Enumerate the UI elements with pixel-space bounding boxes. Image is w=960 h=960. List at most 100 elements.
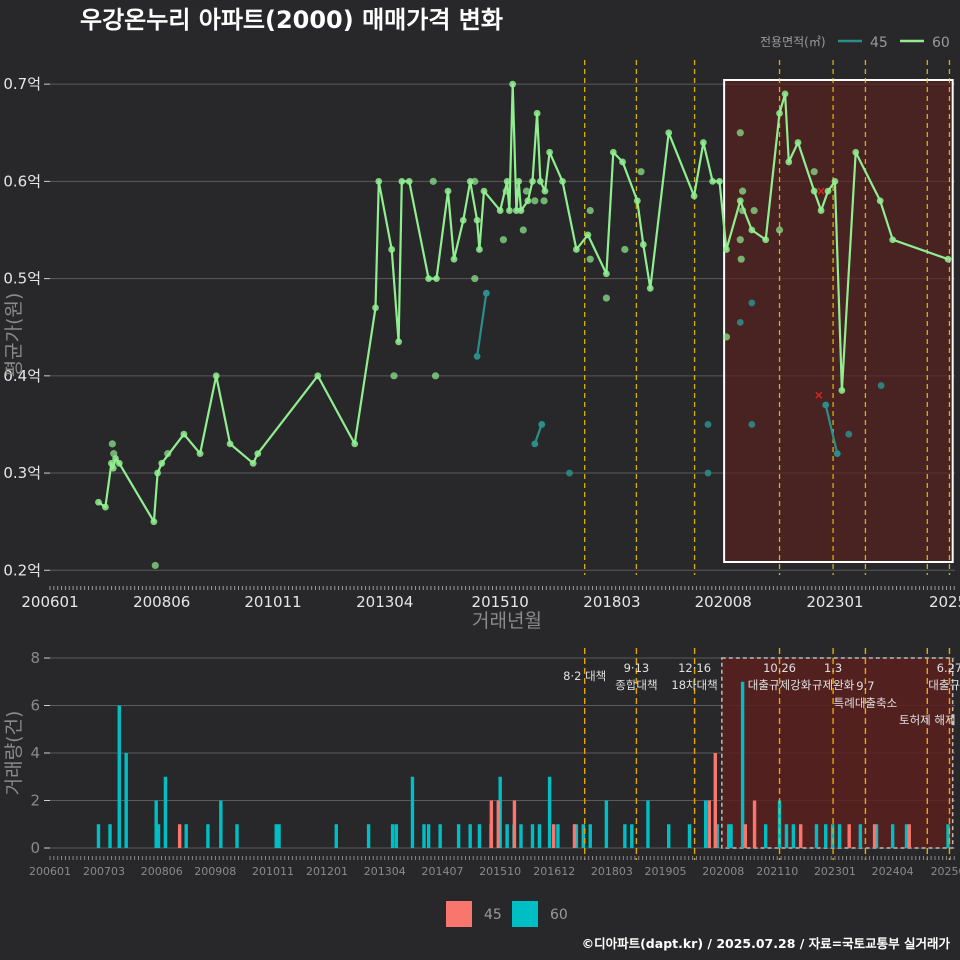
bottom-x-tick-label: 20250 (931, 865, 960, 878)
bar-60 (581, 824, 586, 848)
point-45 (748, 421, 756, 428)
bottom-x-tick-label: 201905 (644, 865, 686, 878)
point-60 (586, 206, 594, 215)
bar-60 (904, 824, 909, 848)
point-60 (723, 246, 730, 253)
point-60 (736, 236, 744, 244)
bottom-y-axis-title: 거래량(건) (3, 711, 25, 796)
cancelled-marker (817, 187, 825, 195)
point-60 (254, 450, 262, 458)
bar-60 (791, 824, 796, 848)
line-60 (97, 83, 949, 523)
bar-45 (713, 753, 717, 848)
bar-45 (551, 824, 556, 848)
bar-60 (946, 824, 950, 848)
point-60 (633, 197, 641, 205)
bar-45 (707, 800, 711, 848)
bottom-x-tick-label: 201011 (252, 865, 294, 878)
point-60 (517, 207, 525, 214)
point-60 (762, 236, 770, 244)
point-60 (249, 459, 257, 467)
bar-60 (410, 776, 415, 848)
point-60 (737, 255, 745, 263)
bar-60 (96, 824, 101, 848)
bottom-x-tick-label: 202008 (702, 865, 744, 878)
bar-45 (177, 824, 182, 848)
point-60 (466, 177, 474, 185)
point-60 (646, 284, 654, 292)
point-60 (398, 177, 406, 185)
point-60 (699, 139, 707, 146)
bar-60 (703, 800, 708, 848)
y-tick-label: 0.6억 (3, 172, 41, 190)
point-60 (838, 387, 846, 394)
bar-60 (630, 824, 634, 848)
point-60 (621, 245, 629, 254)
point-60 (473, 216, 481, 224)
point-60 (572, 246, 580, 253)
point-60 (480, 187, 488, 195)
bottom-y-tick-label: 4 (30, 744, 40, 762)
point-60 (794, 139, 802, 146)
point-60 (503, 177, 511, 185)
point-60 (95, 498, 102, 506)
point-60 (781, 90, 789, 98)
x-tick-label: 202008 (695, 593, 752, 611)
point-60 (716, 177, 723, 185)
point-60 (429, 177, 437, 185)
x-tick-label: 201803 (583, 593, 640, 611)
point-60 (444, 187, 452, 195)
point-60 (524, 197, 532, 205)
point-60 (395, 338, 403, 346)
point-60 (831, 177, 839, 185)
point-60 (602, 270, 610, 278)
bar-60 (124, 753, 128, 848)
bar-60 (219, 800, 223, 848)
point-60 (522, 187, 531, 195)
bar-60 (505, 824, 509, 848)
point-45 (748, 299, 756, 307)
x-tick-label: 200601 (21, 593, 78, 611)
bottom-bars (96, 681, 950, 848)
bar-45 (496, 800, 500, 848)
bar-60 (763, 824, 768, 848)
bar-60 (274, 824, 278, 848)
point-60 (736, 129, 744, 137)
highlight-box (723, 79, 954, 563)
bar-60 (604, 800, 609, 848)
point-60 (750, 206, 758, 215)
bar-45 (489, 800, 494, 848)
bar-60 (366, 824, 371, 848)
bar-45 (743, 824, 748, 848)
bar-60 (154, 800, 158, 848)
bottom-x-tick-label: 200601 (29, 865, 71, 878)
top-highlight-region (723, 79, 954, 563)
bottom-x-tick-label: 200703 (83, 865, 125, 878)
bottom-x-tick-label: 202404 (872, 865, 914, 878)
point-45 (845, 430, 853, 438)
bar-60 (422, 824, 426, 848)
top-grid (50, 83, 955, 571)
y-axis-title: 평균가(원) (3, 293, 25, 378)
bar-60 (777, 800, 782, 848)
bottom-x-tick-label: 201803 (591, 865, 633, 878)
point-60 (433, 275, 440, 283)
point-60 (944, 255, 952, 263)
x-tick-label: 201304 (356, 593, 413, 611)
point-60 (212, 372, 220, 380)
bar-60 (426, 824, 431, 848)
point-60 (450, 255, 458, 263)
policy-annotation: 대출규제강화 (748, 678, 812, 692)
point-60 (509, 80, 517, 88)
point-60 (476, 246, 483, 253)
policy-annotation: 종합대책 (615, 678, 657, 692)
policy-annotation: 8·2 대책 (563, 669, 606, 683)
point-60 (226, 440, 234, 448)
bar-60 (117, 705, 121, 848)
bottom-x-tick-label: 201304 (364, 865, 406, 878)
bar-60 (390, 824, 395, 848)
y-tick-label: 0.5억 (3, 270, 41, 288)
point-45 (473, 352, 481, 360)
bar-60 (824, 824, 828, 848)
point-60 (824, 187, 832, 195)
